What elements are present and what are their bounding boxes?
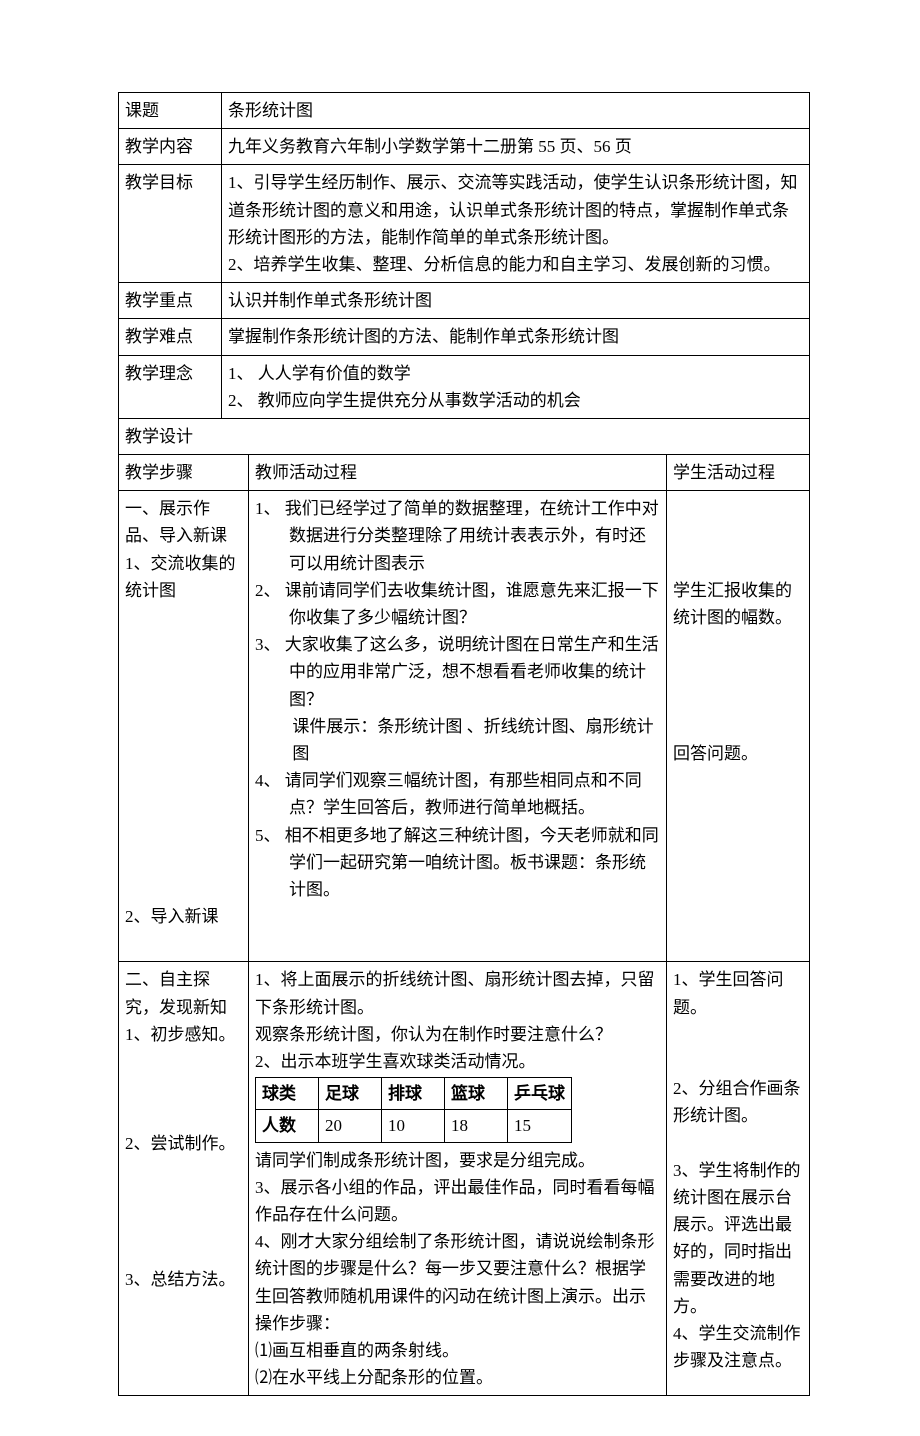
s2-step-b: 1、初步感知。 — [125, 1021, 242, 1048]
value-difficulty: 掌握制作条形统计图的方法、能制作单式条形统计图 — [222, 319, 810, 355]
ball-r0: 人数 — [256, 1110, 319, 1142]
s2-s2: 2、分组合作画条形统计图。 — [673, 1075, 803, 1129]
value-focus: 认识并制作单式条形统计图 — [222, 283, 810, 319]
s2-t4a: ⑴画互相垂直的两条射线。 — [255, 1337, 660, 1364]
ball-r2: 10 — [382, 1110, 445, 1142]
s1-step-c: 2、导入新课 — [125, 903, 242, 930]
s1-t2: 2、 课前请同学们去收集统计图，谁愿意先来汇报一下你收集了多少幅统计图？ — [255, 577, 660, 631]
s2-t1b: 观察条形统计图，你认为在制作时要注意什么？ — [255, 1021, 660, 1048]
label-steps: 教学步骤 — [119, 455, 249, 491]
s2-s3: 3、学生将制作的统计图在展示台展示。评选出最好的，同时指出需要改进的地方。 — [673, 1157, 803, 1320]
row-goal: 教学目标 1、引导学生经历制作、展示、交流等实践活动，使学生认识条形统计图，知道… — [119, 165, 810, 283]
idea-line-1: 1、 人人学有价值的数学 — [228, 364, 411, 383]
value-content: 九年义务教育六年制小学数学第十二册第 55 页、56 页 — [222, 129, 810, 165]
s2-t2b: 请同学们制成条形统计图，要求是分组完成。 — [255, 1147, 660, 1174]
s1-step-b: 1、交流收集的统计图 — [125, 550, 242, 604]
section2-teacher: 1、将上面展示的折线统计图、扇形统计图去掉，只留下条形统计图。 观察条形统计图，… — [249, 962, 667, 1396]
ball-h4: 乒乓球 — [508, 1078, 572, 1110]
s1-t4: 4、 请同学们观察三幅统计图，有那些相同点和不同点？学生回答后，教师进行简单地概… — [255, 767, 660, 821]
s1-s1: 学生汇报收集的统计图的幅数。 — [673, 577, 803, 631]
row-difficulty: 教学难点 掌握制作条形统计图的方法、能制作单式条形统计图 — [119, 319, 810, 355]
goal-line-2: 2、培养学生收集、整理、分析信息的能力和自主学习、发展创新的习惯。 — [228, 255, 781, 274]
row-design: 教学设计 — [119, 418, 810, 454]
s2-s1: 1、学生回答问题。 — [673, 966, 803, 1020]
s1-s2: 回答问题。 — [673, 740, 803, 767]
s2-t1: 1、将上面展示的折线统计图、扇形统计图去掉，只留下条形统计图。 — [255, 966, 660, 1020]
label-content: 教学内容 — [119, 129, 222, 165]
ball-h1: 足球 — [319, 1078, 382, 1110]
ball-r1: 20 — [319, 1110, 382, 1142]
ball-table: 球类 足球 排球 篮球 乒乓球 人数 20 10 18 15 — [255, 1077, 572, 1142]
row-idea: 教学理念 1、 人人学有价值的数学 2、 教师应向学生提供充分从事数学活动的机会 — [119, 355, 810, 418]
s1-t1: 1、 我们已经学过了简单的数据整理，在统计工作中对数据进行分类整理除了用统计表表… — [255, 495, 660, 577]
s1-t3b: 课件展示：条形统计图 、折线统计图、扇形统计图 — [255, 713, 660, 767]
label-idea: 教学理念 — [119, 355, 222, 418]
ball-h3: 篮球 — [445, 1078, 508, 1110]
label-student: 学生活动过程 — [667, 455, 810, 491]
section1-teacher: 1、 我们已经学过了简单的数据整理，在统计工作中对数据进行分类整理除了用统计表表… — [249, 491, 667, 962]
s2-t4: 4、刚才大家分组绘制了条形统计图，请说说绘制条形统计图的步骤是什么？每一步又要注… — [255, 1228, 660, 1337]
s2-s4: 4、学生交流制作步骤及注意点。 — [673, 1320, 803, 1374]
goal-line-1: 1、引导学生经历制作、展示、交流等实践活动，使学生认识条形统计图，知道条形统计图… — [228, 173, 798, 246]
label-goal: 教学目标 — [119, 165, 222, 283]
row-section-2: 二、自主探究，发现新知 1、初步感知。 2、尝试制作。 3、总结方法。 1、将上… — [119, 962, 810, 1396]
s2-step-a: 二、自主探究，发现新知 — [125, 966, 242, 1020]
s1-t3: 3、 大家收集了这么多，说明统计图在日常生产和生活中的应用非常广泛，想不想看看老… — [255, 631, 660, 713]
label-design: 教学设计 — [119, 418, 810, 454]
row-content: 教学内容 九年义务教育六年制小学数学第十二册第 55 页、56 页 — [119, 129, 810, 165]
label-teacher: 教师活动过程 — [249, 455, 667, 491]
row-focus: 教学重点 认识并制作单式条形统计图 — [119, 283, 810, 319]
ball-r4: 15 — [508, 1110, 572, 1142]
idea-line-2: 2、 教师应向学生提供充分从事数学活动的机会 — [228, 391, 581, 410]
row-section-1: 一、展示作品、导入新课 1、交流收集的统计图 2、导入新课 1、 我们已经学过了… — [119, 491, 810, 962]
ball-r3: 18 — [445, 1110, 508, 1142]
page-container: 课题 条形统计图 教学内容 九年义务教育六年制小学数学第十二册第 55 页、56… — [0, 0, 920, 1436]
ball-h0: 球类 — [256, 1078, 319, 1110]
lesson-plan-table: 课题 条形统计图 教学内容 九年义务教育六年制小学数学第十二册第 55 页、56… — [118, 92, 810, 1396]
ball-table-header-row: 球类 足球 排球 篮球 乒乓球 — [256, 1078, 572, 1110]
value-idea: 1、 人人学有价值的数学 2、 教师应向学生提供充分从事数学活动的机会 — [222, 355, 810, 418]
section2-steps: 二、自主探究，发现新知 1、初步感知。 2、尝试制作。 3、总结方法。 — [119, 962, 249, 1396]
s2-t3: 3、展示各小组的作品，评出最佳作品，同时看看每幅作品存在什么问题。 — [255, 1174, 660, 1228]
s1-step-a: 一、展示作品、导入新课 — [125, 495, 242, 549]
section2-student: 1、学生回答问题。 2、分组合作画条形统计图。 3、学生将制作的统计图在展示台展… — [667, 962, 810, 1396]
s1-t5: 5、 相不相更多地了解这三种统计图，今天老师就和同学们一起研究第一咱统计图。板书… — [255, 822, 660, 904]
ball-table-data-row: 人数 20 10 18 15 — [256, 1110, 572, 1142]
value-topic: 条形统计图 — [222, 93, 810, 129]
label-difficulty: 教学难点 — [119, 319, 222, 355]
section1-steps: 一、展示作品、导入新课 1、交流收集的统计图 2、导入新课 — [119, 491, 249, 962]
row-header-steps: 教学步骤 教师活动过程 学生活动过程 — [119, 455, 810, 491]
label-topic: 课题 — [119, 93, 222, 129]
s2-t4b: ⑵在水平线上分配条形的位置。 — [255, 1364, 660, 1391]
s2-step-d: 3、总结方法。 — [125, 1266, 242, 1293]
label-focus: 教学重点 — [119, 283, 222, 319]
value-goal: 1、引导学生经历制作、展示、交流等实践活动，使学生认识条形统计图，知道条形统计图… — [222, 165, 810, 283]
section1-student: 学生汇报收集的统计图的幅数。 回答问题。 — [667, 491, 810, 962]
s2-t2: 2、出示本班学生喜欢球类活动情况。 — [255, 1048, 660, 1075]
row-topic: 课题 条形统计图 — [119, 93, 810, 129]
ball-h2: 排球 — [382, 1078, 445, 1110]
s2-step-c: 2、尝试制作。 — [125, 1130, 242, 1157]
